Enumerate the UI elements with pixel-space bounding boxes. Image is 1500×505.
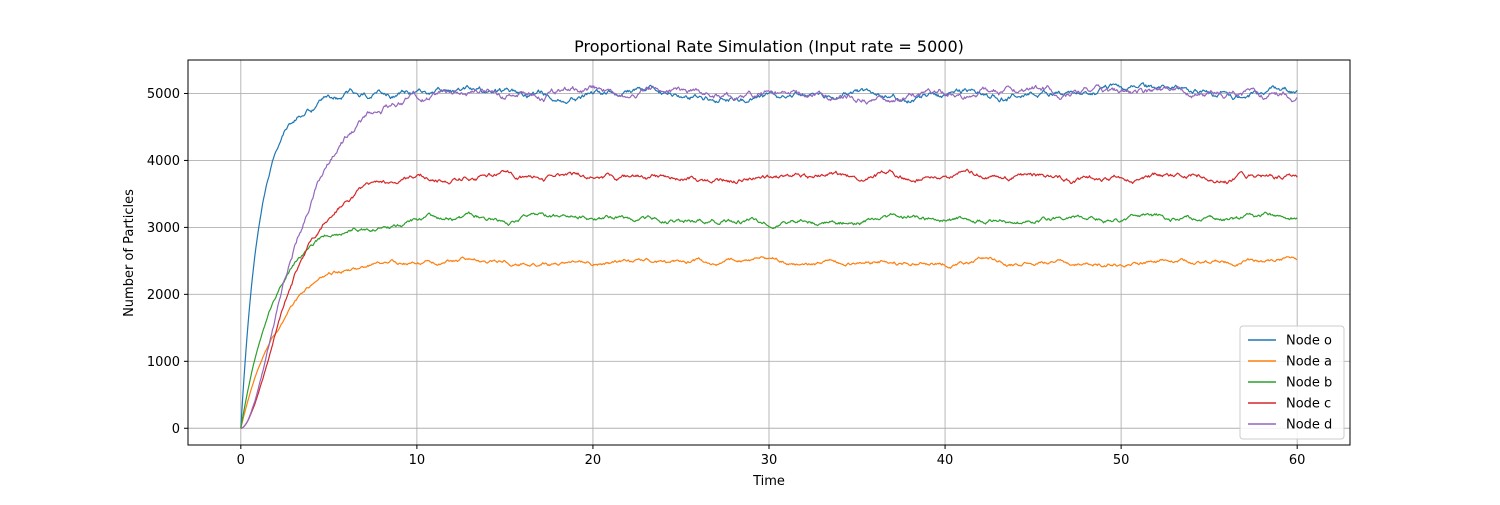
y-tick-label: 0 <box>172 422 180 437</box>
chart-title: Proportional Rate Simulation (Input rate… <box>574 37 964 56</box>
x-tick-label: 0 <box>237 453 245 468</box>
x-tick-label: 30 <box>761 453 778 468</box>
legend-label: Node c <box>1286 397 1331 412</box>
legend-label: Node d <box>1286 418 1332 433</box>
series-line-node-a <box>240 256 1298 429</box>
x-tick-label: 10 <box>409 453 426 468</box>
series-line-node-o <box>240 82 1298 429</box>
x-tick-label: 50 <box>1113 453 1130 468</box>
series-line-node-b <box>240 211 1298 429</box>
legend-label: Node b <box>1286 376 1332 391</box>
y-axis-label: Number of Particles <box>122 189 137 317</box>
y-tick-label: 5000 <box>147 87 180 102</box>
legend-label: Node o <box>1286 334 1332 349</box>
series-line-node-c <box>240 168 1298 429</box>
legend: Node o Node a Node b Node c Node d <box>1239 325 1345 440</box>
y-tick-label: 2000 <box>147 288 180 303</box>
x-tick-label: 60 <box>1289 453 1306 468</box>
x-tick-label: 20 <box>585 453 602 468</box>
y-tick-label: 4000 <box>147 154 180 169</box>
legend-label: Node a <box>1286 355 1332 370</box>
x-axis-label: Time <box>752 474 785 489</box>
y-tick-label: 3000 <box>147 221 180 236</box>
legend-box <box>1239 325 1345 440</box>
axis-ticks: 0 10 20 30 40 50 60 0 1000 2000 3000 4000 5000 <box>147 87 1306 468</box>
x-tick-label: 40 <box>937 453 954 468</box>
series-lines <box>240 82 1298 429</box>
y-tick-label: 1000 <box>147 355 180 370</box>
series-line-node-d <box>240 84 1298 429</box>
